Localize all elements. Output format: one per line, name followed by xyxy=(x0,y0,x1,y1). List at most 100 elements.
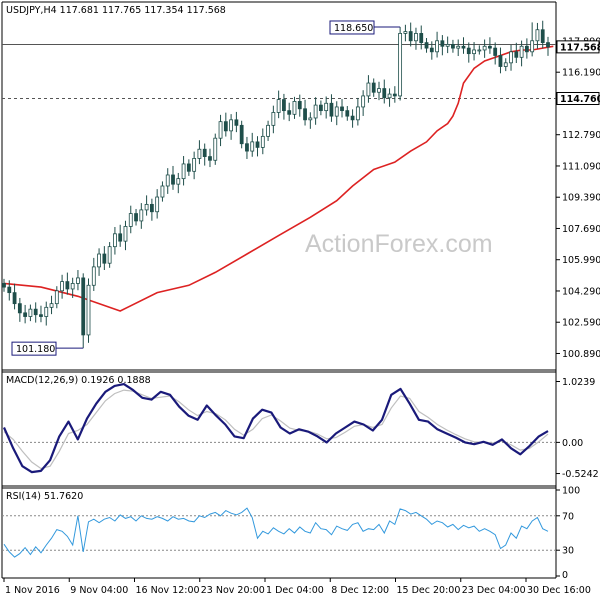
moving-average xyxy=(3,45,554,312)
candle-body xyxy=(440,40,445,47)
candle-body xyxy=(65,281,70,290)
candle-body xyxy=(509,51,513,64)
candle-body xyxy=(282,99,286,112)
candle-body xyxy=(540,29,545,44)
candle-body xyxy=(366,82,371,97)
candle-body xyxy=(12,292,17,305)
candle-body xyxy=(197,148,202,159)
price-candles xyxy=(2,20,550,349)
candle-body xyxy=(139,209,144,222)
price-annotations: 118.650 101.180 xyxy=(11,20,401,356)
candle-body xyxy=(392,93,397,97)
candle-body xyxy=(424,42,429,49)
time-tick-label: 16 Nov 12:00 xyxy=(136,585,200,596)
moving-average-line xyxy=(3,45,554,312)
candle-body xyxy=(70,283,75,290)
macd-tick-label: 0.00 xyxy=(562,438,583,449)
rsi-axis: 100 70 30 0 xyxy=(556,486,580,581)
price-tick-label: 104.290 xyxy=(562,286,600,297)
candle-body xyxy=(17,303,22,314)
candle-body xyxy=(514,51,519,58)
candle-body xyxy=(466,47,471,55)
price-tick-label: 105.990 xyxy=(562,255,600,266)
candle-body xyxy=(81,277,86,336)
candle-body xyxy=(86,284,91,336)
candle-body xyxy=(530,40,535,53)
current-price-box xyxy=(556,40,600,54)
candle-body xyxy=(519,45,524,58)
candle-body xyxy=(239,124,244,145)
candle-body xyxy=(181,163,186,180)
candle-body xyxy=(33,308,38,316)
time-tick-label: 30 Dec 16:00 xyxy=(527,585,591,596)
candle-body xyxy=(186,163,191,172)
candle-body xyxy=(255,141,260,148)
candle-body xyxy=(313,104,318,119)
candle-body xyxy=(134,213,138,222)
candle-body xyxy=(260,135,265,148)
macd-panel-title: MACD(12,26,9) 0.1926 0.1888 xyxy=(6,375,151,386)
candle-body xyxy=(155,196,160,213)
macd-main-line xyxy=(2,383,549,474)
candle-body xyxy=(350,115,355,121)
candle-body xyxy=(345,110,350,117)
rsi-tick-label: 0 xyxy=(562,570,568,581)
candle-body xyxy=(118,233,123,242)
candle-body xyxy=(355,106,360,121)
candle-body xyxy=(334,106,339,117)
current-price-label: 117.568 xyxy=(560,42,600,53)
macd-tick-label: -0.5242 xyxy=(562,469,599,480)
candle-body xyxy=(160,185,165,198)
candle-body xyxy=(498,55,503,67)
candle-body xyxy=(292,101,297,115)
candle-body xyxy=(461,45,466,49)
candle-body xyxy=(340,106,344,112)
macd-signal-line xyxy=(3,389,549,470)
rsi-line xyxy=(3,507,549,558)
candle-body xyxy=(303,108,307,121)
rsi-panel-title: RSI(14) 51.7620 xyxy=(6,491,83,502)
candle-body xyxy=(213,137,218,161)
price-tick-label: 100.890 xyxy=(562,349,600,360)
time-tick-label: 15 Dec 20:00 xyxy=(397,585,461,596)
macd-lines xyxy=(2,383,556,474)
candle-body xyxy=(44,306,49,317)
rsi-line xyxy=(2,507,556,558)
candle-body xyxy=(97,253,101,268)
candle-body xyxy=(403,31,408,34)
low-label: 101.180 xyxy=(16,344,55,355)
candle-body xyxy=(435,40,439,53)
candle-body xyxy=(165,174,170,187)
candle-body xyxy=(144,203,149,211)
candle-body xyxy=(7,286,12,294)
candle-body xyxy=(91,266,96,286)
candle-body xyxy=(535,29,540,42)
candle-body xyxy=(377,88,381,93)
candle-body xyxy=(503,62,508,67)
candle-body xyxy=(477,49,482,52)
macd-axis: 1.0239 0.00 -0.5242 xyxy=(556,377,599,480)
candle-body xyxy=(60,281,64,292)
candle-body xyxy=(218,121,223,139)
candle-body xyxy=(250,141,255,152)
candle-body xyxy=(229,119,234,132)
candle-body xyxy=(202,148,207,157)
candle-body xyxy=(308,117,313,121)
candle-body xyxy=(234,119,239,126)
price-tick-label: 111.090 xyxy=(562,161,600,172)
time-tick-label: 9 Nov 04:00 xyxy=(70,585,128,596)
candle-body xyxy=(171,174,175,185)
candle-body xyxy=(128,213,133,227)
time-tick-label: 1 Nov 2016 xyxy=(5,585,60,596)
candle-body xyxy=(192,158,197,172)
candle-body xyxy=(2,283,6,288)
candle-body xyxy=(398,33,403,97)
candle-body xyxy=(54,290,59,305)
candle-body xyxy=(318,104,323,112)
time-axis: 1 Nov 2016 9 Nov 04:00 16 Nov 12:00 23 Nov … xyxy=(3,578,591,596)
candle-body xyxy=(276,99,281,113)
high-label: 118.650 xyxy=(334,23,373,34)
candle-body xyxy=(472,49,476,55)
